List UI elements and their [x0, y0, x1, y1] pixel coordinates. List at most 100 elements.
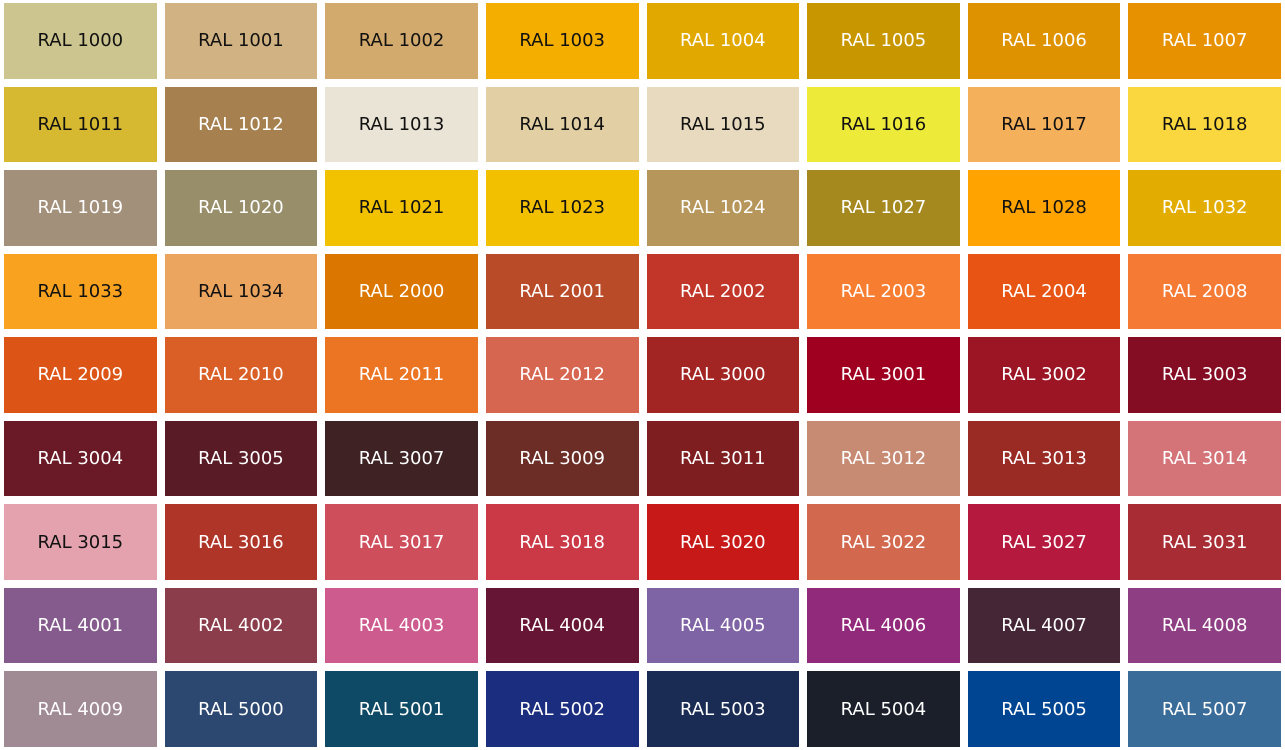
swatch-label: RAL 1023 — [519, 197, 606, 219]
swatch-label: RAL 1027 — [840, 197, 927, 219]
swatch-label: RAL 1019 — [37, 197, 124, 219]
swatch-label: RAL 1001 — [198, 30, 284, 52]
color-swatch: RAL 5000 — [164, 671, 318, 747]
color-swatch: RAL 1011 — [4, 86, 157, 163]
color-swatch: RAL 1007 — [1128, 3, 1281, 79]
color-swatch: RAL 5007 — [1128, 671, 1281, 747]
color-swatch: RAL 1003 — [485, 3, 639, 79]
swatch-label: RAL 3014 — [1161, 448, 1248, 470]
color-swatch: RAL 2000 — [325, 253, 478, 330]
color-swatch: RAL 1033 — [4, 253, 157, 330]
swatch-label: RAL 2008 — [1161, 280, 1248, 302]
color-swatch: RAL 3013 — [967, 420, 1121, 497]
color-swatch: RAL 3012 — [807, 420, 960, 497]
swatch-label: RAL 1004 — [679, 30, 766, 52]
swatch-label: RAL 3004 — [37, 448, 124, 470]
color-swatch: RAL 5004 — [807, 671, 960, 747]
swatch-label: RAL 2003 — [840, 280, 927, 302]
swatch-label: RAL 2002 — [679, 280, 766, 302]
swatch-label: RAL 5000 — [198, 698, 284, 720]
swatch-label: RAL 4006 — [840, 615, 927, 637]
color-swatch: RAL 3031 — [1128, 504, 1281, 580]
color-swatch: RAL 1020 — [164, 170, 318, 246]
swatch-label: RAL 1028 — [1001, 197, 1087, 219]
color-swatch: RAL 2004 — [967, 253, 1121, 330]
swatch-label: RAL 3013 — [1001, 448, 1087, 470]
swatch-label: RAL 2012 — [519, 364, 606, 386]
color-swatch: RAL 3016 — [164, 504, 318, 580]
color-swatch: RAL 3004 — [4, 420, 157, 497]
color-swatch: RAL 1034 — [164, 253, 318, 330]
color-swatch: RAL 3002 — [967, 337, 1121, 413]
color-swatch: RAL 3014 — [1128, 420, 1281, 497]
color-swatch: RAL 5003 — [646, 671, 800, 747]
swatch-label: RAL 1018 — [1161, 113, 1248, 135]
color-swatch: RAL 5002 — [485, 671, 639, 747]
swatch-label: RAL 5005 — [1001, 698, 1087, 720]
swatch-label: RAL 3018 — [519, 531, 606, 553]
swatch-label: RAL 5004 — [840, 698, 927, 720]
swatch-label: RAL 2004 — [1001, 280, 1087, 302]
swatch-label: RAL 3009 — [519, 448, 606, 470]
color-swatch: RAL 3017 — [325, 504, 478, 580]
color-swatch: RAL 3020 — [646, 504, 800, 580]
swatch-label: RAL 1014 — [519, 113, 606, 135]
color-swatch: RAL 5001 — [325, 671, 478, 747]
swatch-label: RAL 5007 — [1161, 698, 1248, 720]
color-swatch: RAL 4001 — [4, 587, 157, 664]
color-swatch: RAL 1016 — [807, 86, 960, 163]
color-swatch: RAL 1024 — [646, 170, 800, 246]
swatch-label: RAL 2011 — [358, 364, 445, 386]
color-swatch: RAL 1021 — [325, 170, 478, 246]
swatch-label: RAL 4001 — [37, 615, 124, 637]
color-swatch: RAL 4007 — [967, 587, 1121, 664]
swatch-label: RAL 1002 — [358, 30, 445, 52]
color-swatch: RAL 3009 — [485, 420, 639, 497]
swatch-label: RAL 3001 — [840, 364, 927, 386]
color-swatch: RAL 2003 — [807, 253, 960, 330]
color-swatch: RAL 2008 — [1128, 253, 1281, 330]
swatch-label: RAL 3000 — [679, 364, 766, 386]
swatch-label: RAL 4002 — [198, 615, 284, 637]
color-swatch: RAL 1014 — [485, 86, 639, 163]
color-swatch: RAL 2010 — [164, 337, 318, 413]
color-swatch: RAL 1015 — [646, 86, 800, 163]
color-swatch: RAL 3007 — [325, 420, 478, 497]
swatch-label: RAL 1012 — [198, 113, 284, 135]
swatch-label: RAL 3012 — [840, 448, 927, 470]
color-swatch: RAL 3001 — [807, 337, 960, 413]
swatch-label: RAL 2009 — [37, 364, 124, 386]
swatch-label: RAL 2010 — [198, 364, 284, 386]
color-swatch: RAL 3000 — [646, 337, 800, 413]
color-swatch: RAL 1002 — [325, 3, 478, 79]
color-swatch: RAL 4009 — [4, 671, 157, 747]
swatch-label: RAL 3016 — [198, 531, 284, 553]
color-swatch: RAL 3011 — [646, 420, 800, 497]
color-swatch: RAL 3018 — [485, 504, 639, 580]
color-swatch: RAL 1027 — [807, 170, 960, 246]
swatch-label: RAL 3011 — [679, 448, 766, 470]
swatch-label: RAL 1017 — [1001, 113, 1087, 135]
swatch-label: RAL 4008 — [1161, 615, 1248, 637]
swatch-label: RAL 1034 — [198, 280, 284, 302]
color-swatch: RAL 1023 — [485, 170, 639, 246]
swatch-label: RAL 1033 — [37, 280, 124, 302]
swatch-label: RAL 4009 — [37, 698, 124, 720]
swatch-label: RAL 3002 — [1001, 364, 1087, 386]
color-swatch: RAL 1028 — [967, 170, 1121, 246]
swatch-label: RAL 1007 — [1161, 30, 1248, 52]
color-swatch: RAL 1004 — [646, 3, 800, 79]
color-swatch: RAL 2011 — [325, 337, 478, 413]
swatch-label: RAL 1003 — [519, 30, 606, 52]
color-swatch: RAL 3022 — [807, 504, 960, 580]
color-swatch: RAL 4004 — [485, 587, 639, 664]
color-swatch: RAL 3005 — [164, 420, 318, 497]
color-swatch: RAL 4005 — [646, 587, 800, 664]
swatch-label: RAL 3022 — [840, 531, 927, 553]
color-swatch: RAL 4006 — [807, 587, 960, 664]
swatch-label: RAL 1013 — [358, 113, 445, 135]
swatch-label: RAL 5001 — [358, 698, 445, 720]
